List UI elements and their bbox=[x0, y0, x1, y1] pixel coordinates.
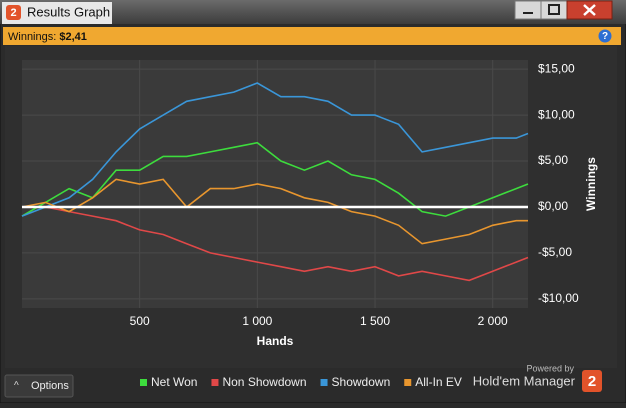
x-tick-label: 1 500 bbox=[360, 314, 390, 328]
y-tick-label: $15,00 bbox=[538, 61, 575, 75]
brand-icon-label: 2 bbox=[588, 373, 596, 390]
window-title: Results Graph bbox=[27, 4, 110, 19]
series-line bbox=[21, 141, 529, 217]
legend-swatch bbox=[320, 379, 328, 386]
legend-swatch bbox=[404, 379, 412, 386]
brand-icon bbox=[582, 370, 602, 392]
y-tick-label: $5,00 bbox=[538, 153, 568, 167]
x-tick-label: 1 000 bbox=[242, 314, 272, 328]
powered-by: Powered by bbox=[526, 363, 574, 373]
options-label: Options bbox=[31, 380, 69, 392]
header-bar bbox=[3, 27, 621, 45]
x-tick-label: 500 bbox=[130, 314, 150, 328]
y-tick-label: -$10,00 bbox=[538, 291, 579, 305]
legend-label: Net Won bbox=[151, 375, 197, 389]
x-axis-label: Hands bbox=[257, 334, 294, 348]
y-tick-label: $0,00 bbox=[538, 199, 568, 213]
brand-name: Hold'em Manager bbox=[473, 373, 576, 388]
options-button[interactable] bbox=[4, 374, 74, 398]
close-glyph bbox=[583, 4, 596, 16]
winnings-label: Winnings: bbox=[8, 31, 56, 43]
series-line bbox=[21, 82, 529, 217]
maximize-glyph bbox=[548, 4, 560, 15]
legend-swatch bbox=[211, 379, 219, 386]
title-tab bbox=[2, 2, 112, 24]
maximize-button[interactable] bbox=[540, 0, 568, 20]
header-label: Winnings: $2,41 bbox=[8, 31, 87, 43]
series-line bbox=[21, 178, 528, 245]
app-icon bbox=[6, 5, 21, 20]
y-tick-label: $10,00 bbox=[538, 107, 575, 121]
winnings-value: $2,41 bbox=[59, 31, 87, 43]
legend-label: Showdown bbox=[332, 375, 391, 389]
legend-label: Non Showdown bbox=[222, 375, 306, 389]
y-tick-label: -$5,00 bbox=[538, 245, 572, 259]
legend-swatch bbox=[140, 379, 147, 386]
minimize-button[interactable] bbox=[514, 0, 542, 20]
options-caret: ^ bbox=[14, 381, 19, 392]
legend-label: All-In EV bbox=[415, 375, 462, 389]
app-icon-label: 2 bbox=[10, 7, 16, 19]
plot-area bbox=[22, 60, 528, 308]
y-axis-label: Winnings bbox=[584, 157, 598, 211]
help-label: ? bbox=[602, 31, 608, 42]
x-tick-label: 2 000 bbox=[478, 314, 508, 328]
help-button[interactable] bbox=[598, 29, 612, 43]
series-line bbox=[22, 206, 529, 282]
